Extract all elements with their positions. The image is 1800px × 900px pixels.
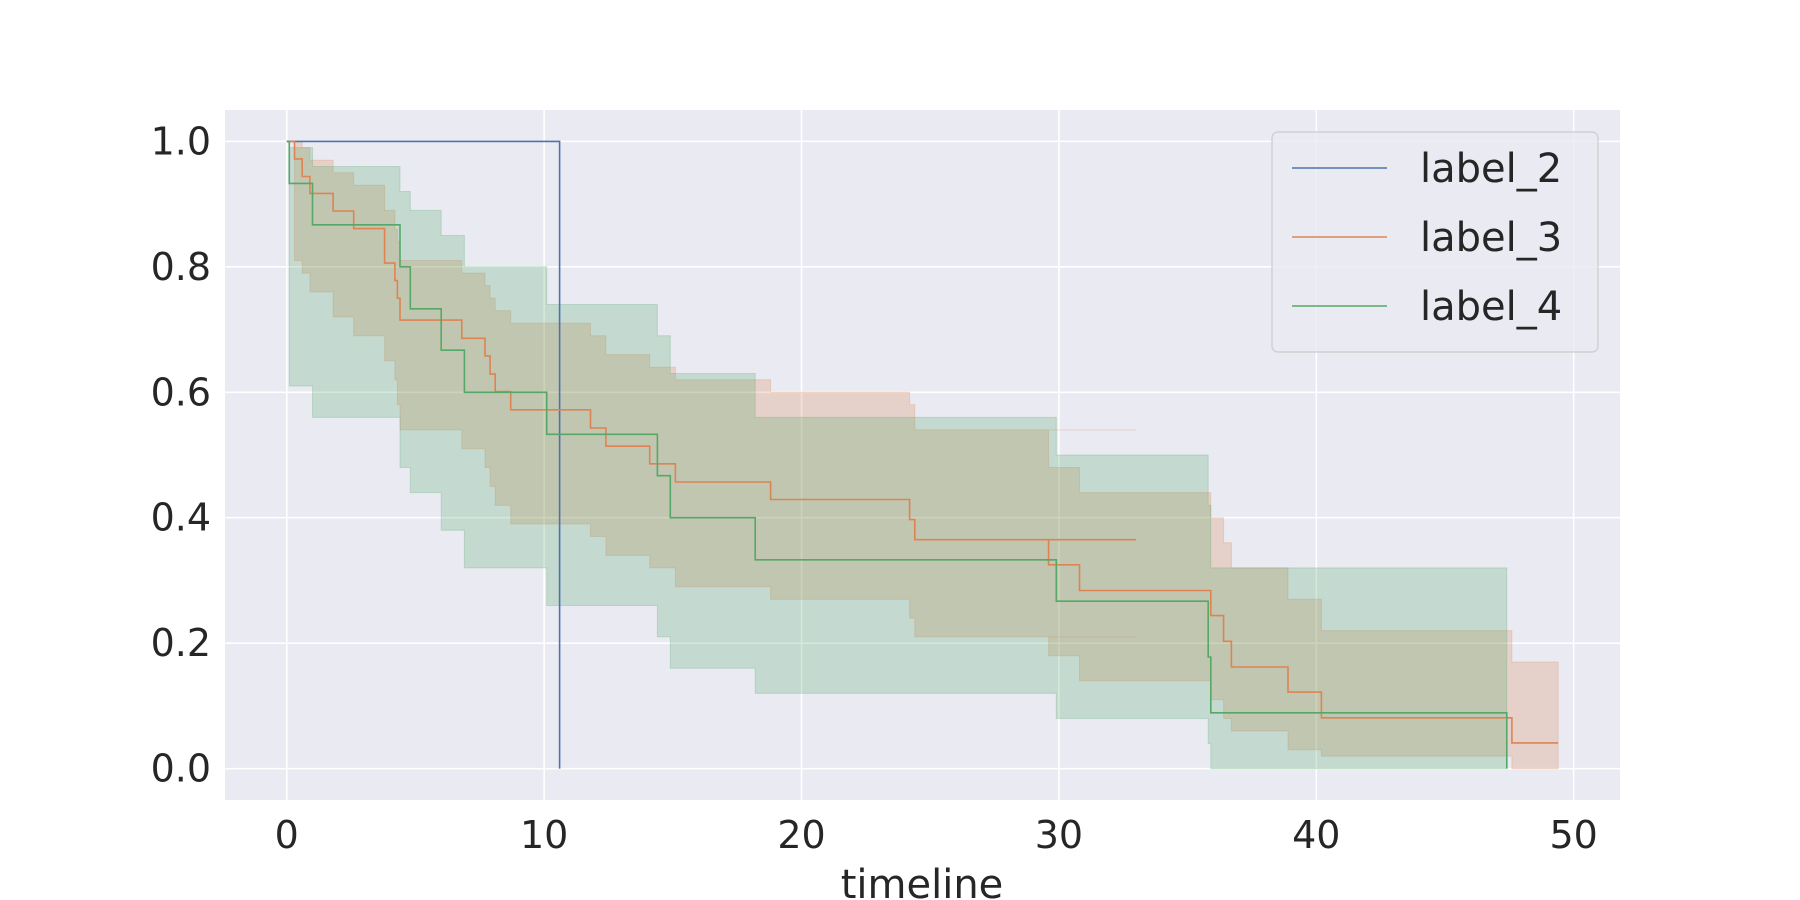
x-tick-label: 50 xyxy=(1549,813,1597,857)
x-tick-label: 40 xyxy=(1292,813,1340,857)
legend: label_2 label_3 label_4 xyxy=(1271,131,1599,353)
legend-entries: label_2 label_3 label_4 xyxy=(1292,146,1562,330)
y-tick-label: 0.8 xyxy=(151,245,211,289)
legend-box xyxy=(1271,131,1599,353)
legend-label: label_4 xyxy=(1420,284,1562,330)
x-tick-label: 10 xyxy=(520,813,568,857)
confidence-band-label_4 xyxy=(286,140,1508,770)
legend-label: label_2 xyxy=(1420,146,1562,192)
series-line-label_4 xyxy=(286,140,1508,769)
x-tick-label: 30 xyxy=(1035,813,1083,857)
y-tick-labels: 0.0 0.2 0.4 0.6 0.8 1.0 xyxy=(151,119,211,790)
y-tick-label: 0.4 xyxy=(151,496,211,540)
y-tick-label: 0.0 xyxy=(151,747,211,791)
x-tick-labels: 0 10 20 30 40 50 xyxy=(275,813,1598,857)
x-axis-label: timeline xyxy=(841,862,1004,900)
series-line-label_3 xyxy=(286,140,1559,744)
legend-label: label_3 xyxy=(1420,215,1562,261)
series-line-label_2 xyxy=(286,140,561,769)
confidence-bands xyxy=(286,140,1559,770)
x-tick-label: 20 xyxy=(777,813,825,857)
y-tick-label: 0.6 xyxy=(151,370,211,414)
y-tick-label: 1.0 xyxy=(151,119,211,163)
y-tick-label: 0.2 xyxy=(151,621,211,665)
confidence-band-label_3 xyxy=(286,140,1559,770)
x-tick-label: 0 xyxy=(275,813,299,857)
series-lines xyxy=(286,140,1559,769)
